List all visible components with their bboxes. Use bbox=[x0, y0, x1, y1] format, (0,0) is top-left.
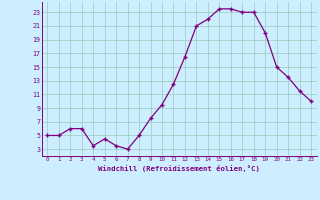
X-axis label: Windchill (Refroidissement éolien,°C): Windchill (Refroidissement éolien,°C) bbox=[98, 165, 260, 172]
